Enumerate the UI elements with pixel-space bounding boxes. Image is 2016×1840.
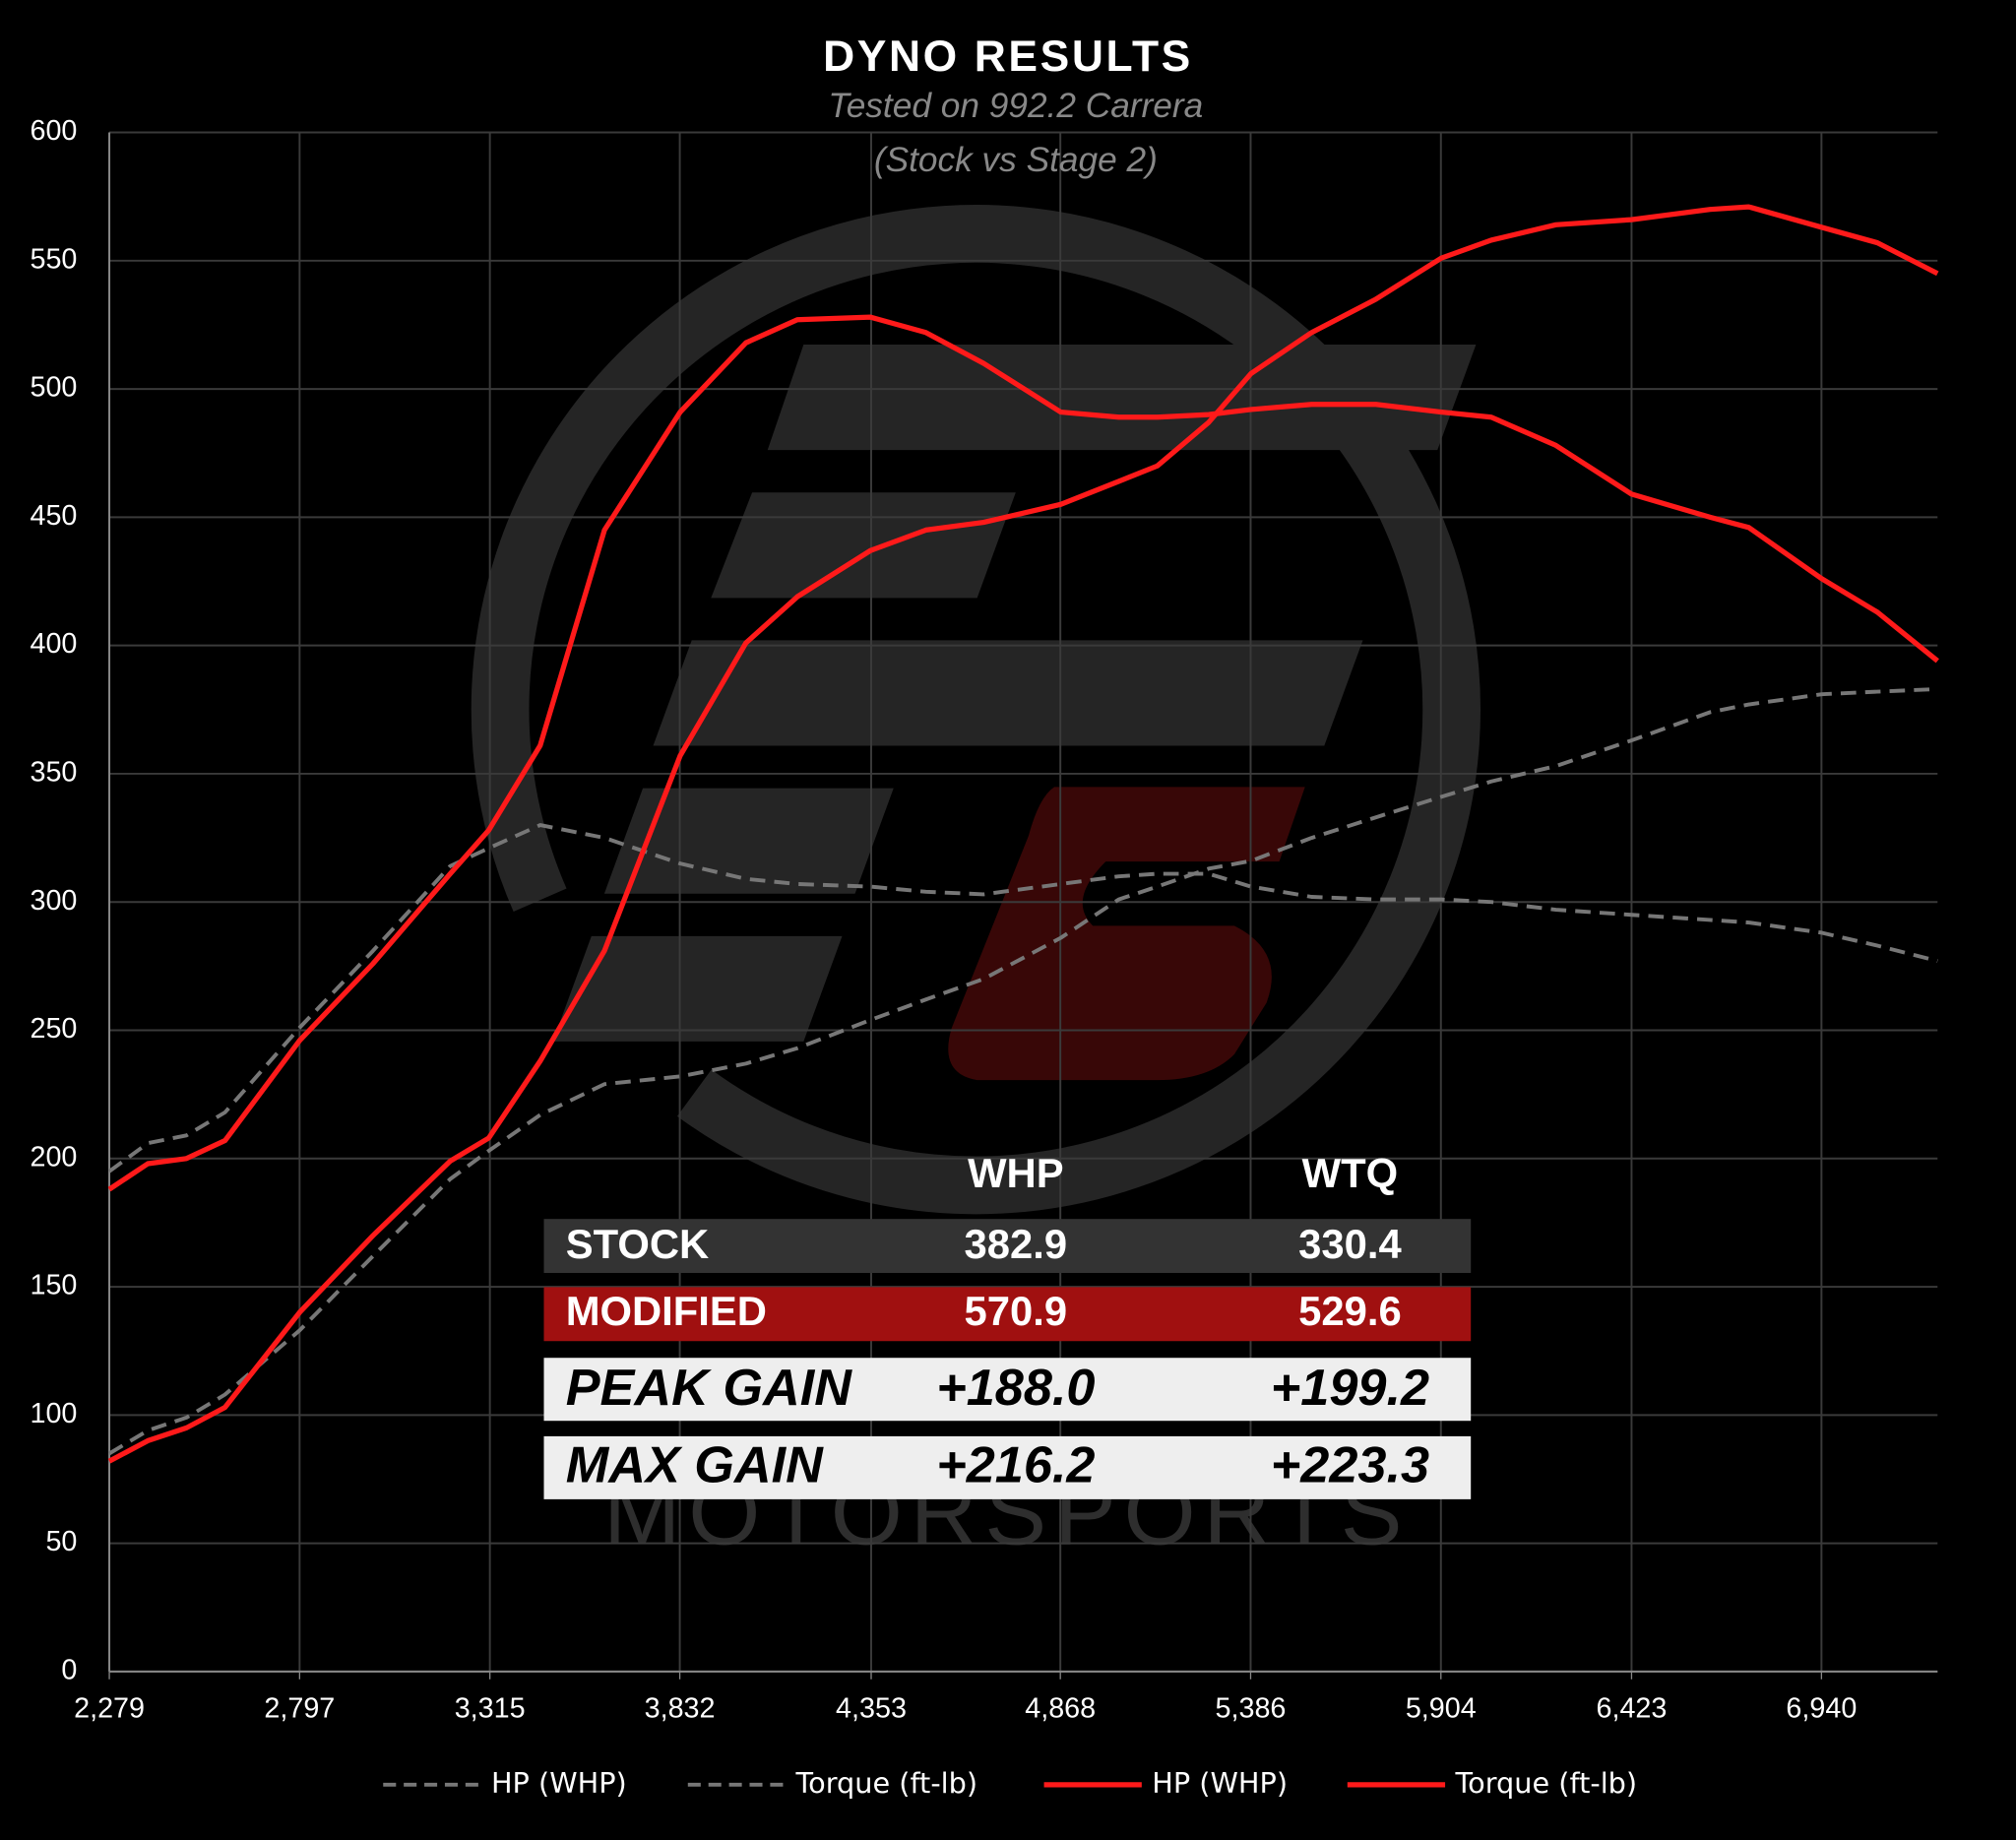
x-tick-label: 5,386 [1216,1693,1287,1725]
logo-watermark [471,205,1480,1215]
y-tick-label: 200 [30,1141,77,1173]
legend-label: Torque (ft-lb) [1455,1766,1638,1800]
x-tick-label: 3,832 [645,1693,716,1725]
row-bg [543,1435,1472,1499]
y-tick-label: 50 [45,1526,77,1557]
x-tick-label: 4,353 [836,1693,907,1725]
y-tick-label: 150 [30,1270,77,1301]
table-cell: +223.3 [1271,1436,1429,1493]
chart-subtitle: (Stock vs Stage 2) [874,141,1158,179]
y-tick-label: 600 [30,115,77,147]
x-tick-label: 4,868 [1025,1693,1096,1725]
x-tick-label: 2,279 [74,1693,145,1725]
x-tick-label: 6,423 [1597,1693,1668,1725]
row-bg [543,1358,1472,1422]
x-tick-label: 6,940 [1786,1693,1857,1725]
x-tick-label: 2,797 [264,1693,335,1725]
y-tick-label: 0 [61,1654,77,1685]
table-cell: +188.0 [936,1360,1095,1417]
legend-label: Torque (ft-lb) [794,1766,977,1800]
y-tick-label: 500 [30,372,77,404]
row-label: STOCK [566,1221,709,1267]
table-header: WHP [968,1150,1063,1196]
table-cell: +199.2 [1271,1360,1429,1417]
series-line [107,314,1939,1192]
row-label: MAX GAIN [566,1436,824,1493]
table-cell: 330.4 [1298,1221,1402,1267]
row-label: PEAK GAIN [566,1360,853,1417]
row-bg [543,1219,1472,1274]
y-tick-label: 350 [30,757,77,789]
table-header: WTQ [1302,1150,1398,1196]
legend-label: HP (WHP) [1152,1766,1288,1800]
y-tick-label: 400 [30,628,77,660]
table-cell: 570.9 [965,1288,1068,1334]
y-tick-label: 550 [30,243,77,275]
y-tick-label: 450 [30,500,77,532]
y-tick-label: 250 [30,1013,77,1045]
table-cell: +216.2 [936,1436,1095,1493]
row-label: MODIFIED [566,1288,767,1334]
lines [107,204,1939,1464]
y-tick-label: 100 [30,1398,77,1429]
chart-title: DYNO RESULTS [823,32,1193,81]
series-line [107,823,1938,1174]
x-tick-label: 3,315 [455,1693,526,1725]
y-tick-label: 300 [30,885,77,917]
series-line [107,204,1939,1464]
legend: HP (WHP) Torque (ft-lb) HP (WHP) Torque (ft… [383,1766,1637,1800]
table-cell: 382.9 [965,1221,1068,1267]
row-bg [543,1287,1472,1342]
series-line [108,686,1938,1456]
results-table: WHP WTQ STOCK 382.9 330.4 MODIFIED 570.9 529.6 P… [543,1150,1472,1499]
legend-label: HP (WHP) [491,1766,627,1800]
chart-subtitle: Tested on 992.2 Carrera [828,87,1203,125]
table-cell: 529.6 [1298,1288,1402,1334]
x-tick-label: 5,904 [1406,1693,1477,1725]
